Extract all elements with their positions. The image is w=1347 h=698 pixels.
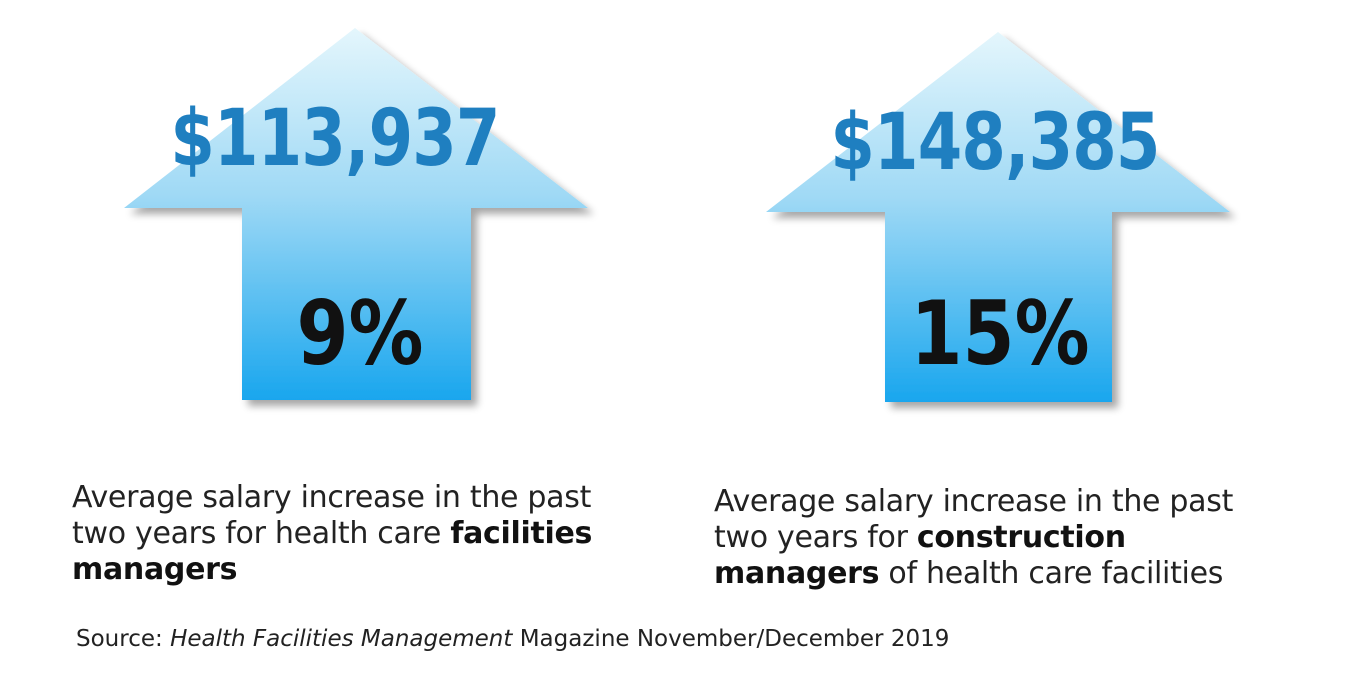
caption-bold: managers <box>714 556 880 591</box>
caption-line: Average salary increase in the past <box>72 480 592 515</box>
arrow-panel-construction <box>640 0 1320 430</box>
caption-line: two years for <box>714 520 917 555</box>
caption-construction: Average salary increase in the past two … <box>714 484 1334 592</box>
increase-percent: 9% <box>296 282 424 385</box>
up-arrow-icon <box>766 32 1230 402</box>
salary-value: $113,937 <box>170 94 500 184</box>
caption-line: two years for health care <box>72 516 451 551</box>
increase-percent: 15% <box>910 282 1090 385</box>
caption-suffix: of health care facilities <box>879 556 1224 591</box>
caption-bold: managers <box>72 552 238 587</box>
source-prefix: Source: <box>76 626 171 652</box>
source-citation: Source: Health Facilities Management Mag… <box>76 626 949 652</box>
caption-facilities: Average salary increase in the past two … <box>72 480 672 588</box>
caption-line: Average salary increase in the past <box>714 484 1234 519</box>
arrow-panel-facilities: $113,937 9% <box>0 0 680 430</box>
salary-value: $148,385 <box>830 98 1160 188</box>
caption-bold: construction <box>916 520 1126 555</box>
up-arrow-icon <box>124 28 588 400</box>
caption-bold: facilities <box>450 516 593 551</box>
source-publication: Health Facilities Management <box>170 626 513 652</box>
source-suffix: Magazine November/December 2019 <box>512 626 950 652</box>
